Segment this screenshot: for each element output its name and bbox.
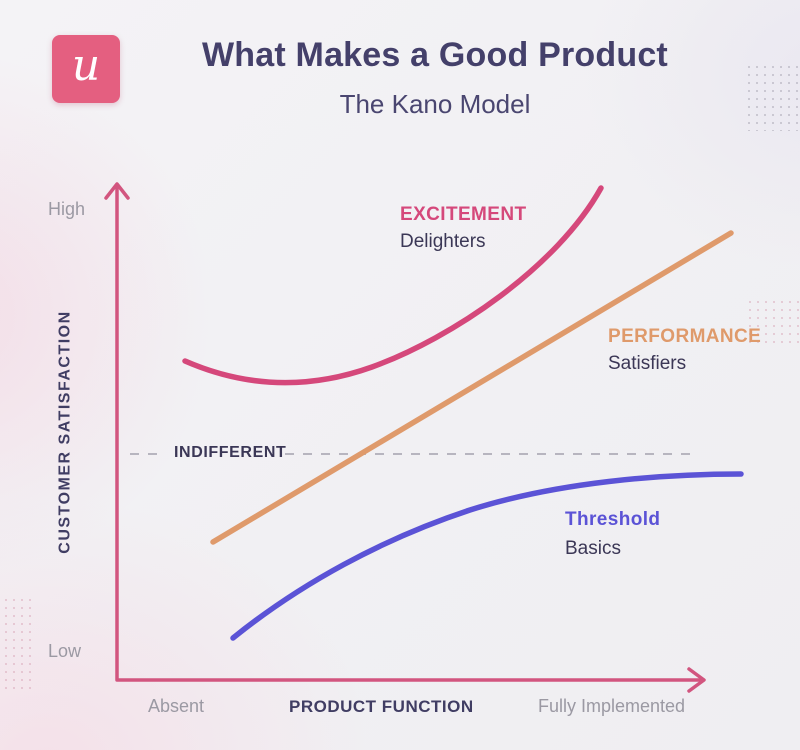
dot-grid-bottom-left <box>2 596 36 692</box>
excitement-curve <box>182 185 604 386</box>
indifferent-label: INDIFFERENT <box>174 444 287 461</box>
y-axis-low-label: Low <box>48 641 82 661</box>
brand-logo: u <box>52 35 120 103</box>
brand-logo-letter: u <box>71 40 101 91</box>
y-axis-arrowhead-icon <box>104 182 130 200</box>
header: What Makes a Good Product The Kano Model <box>120 36 750 120</box>
y-axis-title: CUSTOMER SATISFACTION <box>56 310 74 554</box>
x-axis-title: PRODUCT FUNCTION <box>289 697 474 716</box>
performance-line <box>210 230 734 545</box>
page-title: What Makes a Good Product <box>202 36 668 74</box>
dot-grid-top-right <box>745 63 800 131</box>
performance-sublabel: Satisfiers <box>608 353 687 374</box>
page-subtitle: The Kano Model <box>339 89 531 119</box>
threshold-curve <box>230 471 744 641</box>
excitement-label: EXCITEMENT <box>400 204 527 225</box>
threshold-label: Threshold <box>565 509 661 530</box>
threshold-sublabel: Basics <box>565 538 621 559</box>
y-axis-high-label: High <box>48 199 86 219</box>
axes-lines <box>115 184 704 682</box>
dot-grid-right <box>746 298 800 346</box>
x-axis-fully-implemented-label: Fully Implemented <box>538 696 686 716</box>
x-axis-absent-label: Absent <box>148 696 205 716</box>
excitement-sublabel: Delighters <box>400 231 486 252</box>
performance-label: PERFORMANCE <box>608 326 762 347</box>
x-axis-arrowhead-icon <box>687 667 706 693</box>
